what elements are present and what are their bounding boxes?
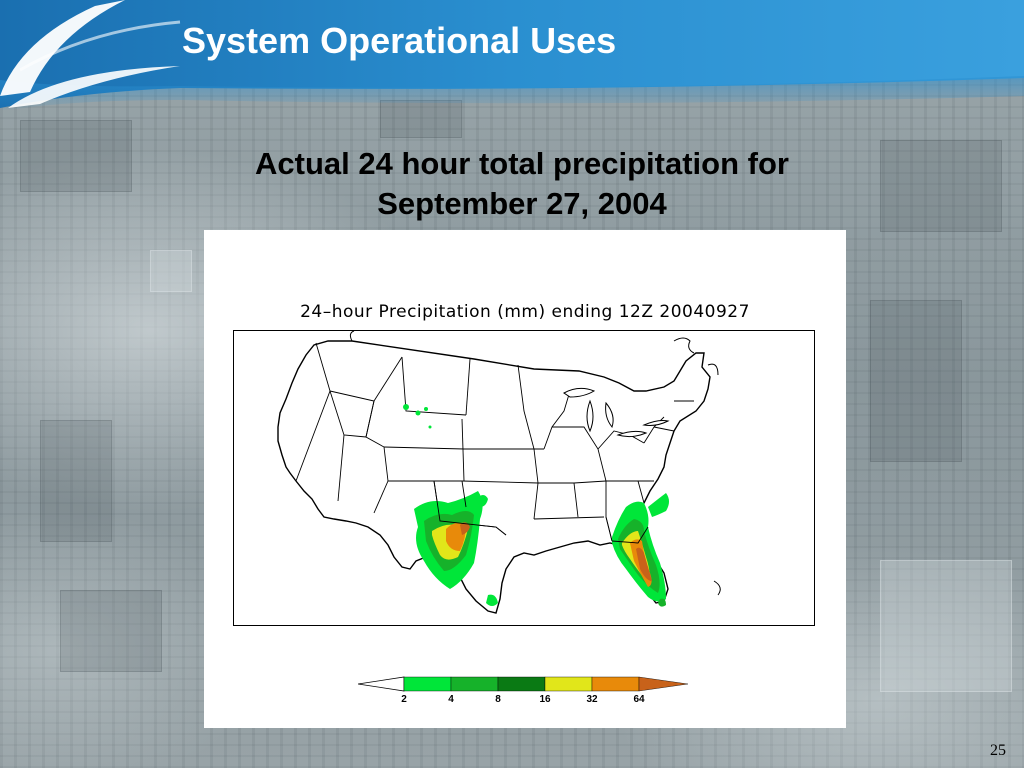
- colorbar-min-triangle: [358, 676, 405, 692]
- colorbar-max-triangle: [638, 676, 689, 692]
- slide-subtitle: Actual 24 hour total precipitation for S…: [150, 144, 894, 224]
- circuit-chip: [150, 250, 192, 292]
- great-lakes: [563, 387, 670, 438]
- circuit-chip: [870, 300, 962, 462]
- map-title: 24–hour Precipitation (mm) ending 12Z 20…: [300, 302, 750, 322]
- coast-details: [349, 331, 721, 596]
- subtitle-line-1: Actual 24 hour total precipitation for: [255, 146, 789, 181]
- colorbar-bin-4-8: [450, 676, 499, 692]
- colorbar-label: 2: [401, 694, 407, 705]
- colorbar-label: 4: [448, 694, 454, 705]
- state-lines-overlay: [433, 480, 649, 544]
- circuit-chip: [40, 420, 112, 542]
- circuit-chip: [380, 100, 462, 138]
- colorbar: [358, 676, 689, 692]
- colorbar-label: 32: [586, 694, 598, 705]
- page-number: 25: [990, 742, 1006, 759]
- colorbar-label: 16: [539, 694, 551, 705]
- state-lines: [295, 342, 694, 542]
- map-frame: [233, 330, 815, 626]
- colorbar-label: 8: [495, 694, 501, 705]
- circuit-chip: [20, 120, 132, 192]
- southeast-precip: [612, 493, 669, 607]
- precipitation-figure: 24–hour Precipitation (mm) ending 12Z 20…: [204, 230, 846, 728]
- circuit-chip: [880, 140, 1002, 232]
- texas-precip: [414, 491, 498, 606]
- circuit-chip: [880, 560, 1012, 692]
- header-swoosh: [0, 0, 1024, 110]
- us-outline: [277, 340, 711, 614]
- slide-title: System Operational Uses: [182, 20, 617, 61]
- colorbar-bin-8-16: [497, 676, 546, 692]
- header-band: [0, 0, 1024, 110]
- us-map: [277, 331, 721, 614]
- colorbar-bin-16-32: [544, 676, 593, 692]
- subtitle-line-2: September 27, 2004: [377, 186, 667, 221]
- montana-precip: [403, 404, 432, 429]
- colorbar-bin-32-64: [591, 676, 640, 692]
- colorbar-bin-2-4: [403, 676, 452, 692]
- circuit-chip: [60, 590, 162, 672]
- colorbar-label: 64: [633, 694, 645, 705]
